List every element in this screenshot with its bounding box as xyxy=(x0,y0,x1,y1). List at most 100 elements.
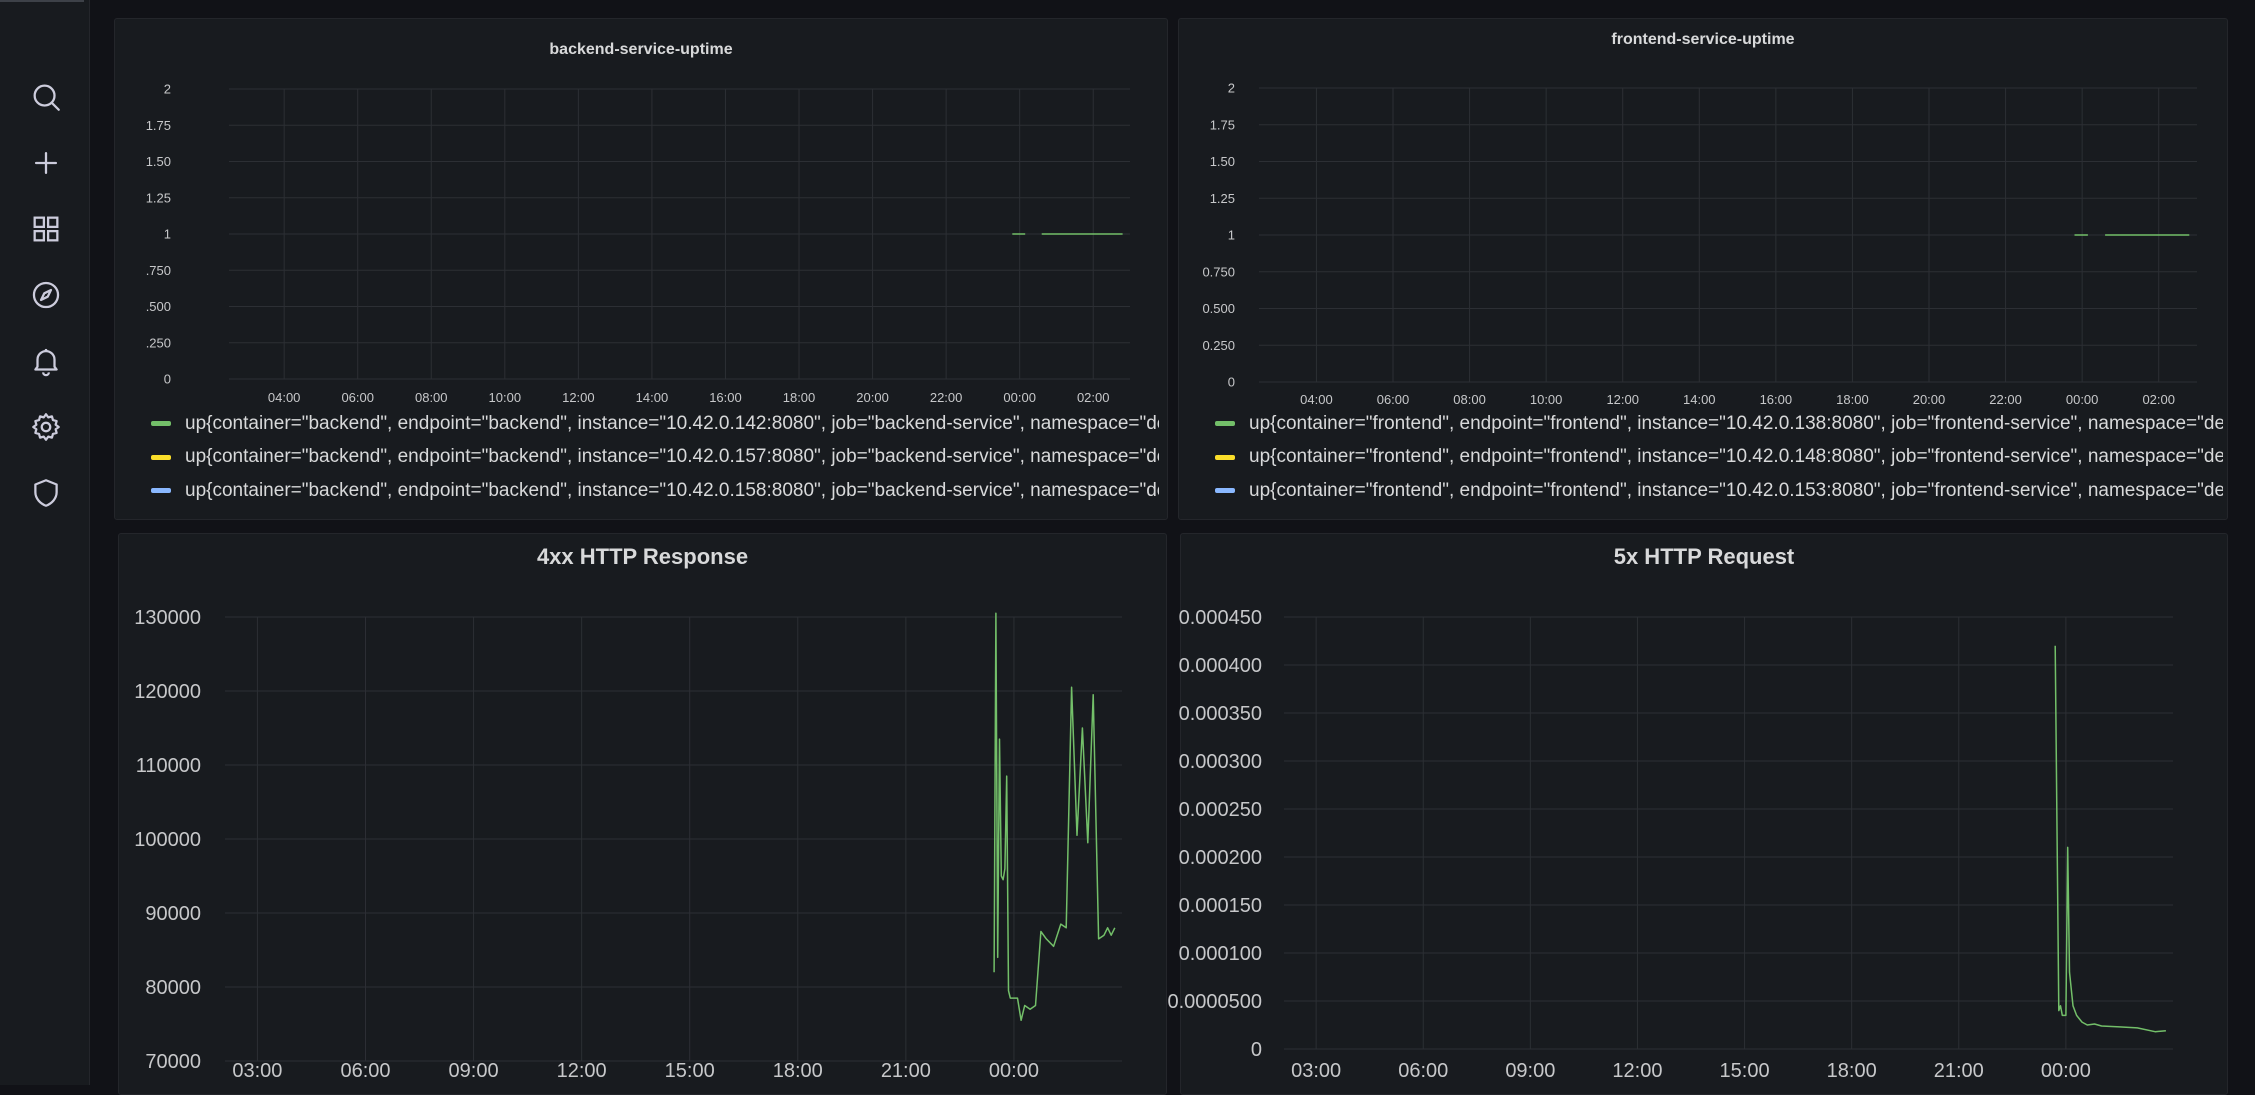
y-tick-label: 1.25 xyxy=(1210,191,1235,206)
legend-label: up{container="frontend", endpoint="front… xyxy=(1249,446,2223,468)
y-tick-label: .750 xyxy=(146,263,171,278)
legend-item[interactable]: up{container="frontend", endpoint="front… xyxy=(1215,441,2223,475)
x-tick-label: 16:00 xyxy=(1760,392,1793,407)
x-tick-label: 10:00 xyxy=(489,390,522,405)
y-tick-label: 0.250 xyxy=(1202,338,1235,353)
x-tick-label: 18:00 xyxy=(1836,392,1869,407)
y-tick-label: 0.000300 xyxy=(1179,751,1262,773)
y-tick-label: 120000 xyxy=(134,681,201,703)
y-tick-label: 0.000250 xyxy=(1179,799,1262,821)
x-tick-label: 02:00 xyxy=(1077,390,1110,405)
legend-swatch xyxy=(151,421,171,427)
x-tick-label: 06:00 xyxy=(340,1060,390,1082)
legend-swatch xyxy=(1215,421,1235,427)
alerting-bell-icon[interactable] xyxy=(26,341,66,381)
x-tick-label: 06:00 xyxy=(1377,392,1410,407)
y-tick-label: 2 xyxy=(1228,81,1235,96)
x-tick-label: 03:00 xyxy=(232,1060,282,1082)
y-tick-label: 80000 xyxy=(145,977,201,999)
http-5xx-chart: 0.000450 0.000400 0.000350 0.000300 0.000250… xyxy=(1167,607,2173,1082)
x-tick-label: 14:00 xyxy=(636,390,669,405)
x-tick-label: 09:00 xyxy=(1505,1060,1555,1082)
y-tick-label: 0.000200 xyxy=(1179,847,1262,869)
panel-title: 4xx HTTP Response xyxy=(536,544,749,569)
y-tick-label: 0.000450 xyxy=(1179,607,1262,629)
panel-title: frontend-service-uptime xyxy=(1611,31,1795,48)
x-tick-label: 22:00 xyxy=(1989,392,2022,407)
x-tick-label: 20:00 xyxy=(856,390,889,405)
y-tick-label: 1.50 xyxy=(146,154,171,169)
y-tick-label: 70000 xyxy=(145,1051,201,1073)
y-tick-label: 1.50 xyxy=(1210,154,1235,169)
series-line xyxy=(993,612,1116,1022)
gear-icon[interactable] xyxy=(26,407,66,447)
x-tick-label: 18:00 xyxy=(783,390,816,405)
legend-swatch xyxy=(151,454,171,460)
legend-item[interactable]: up{container="backend", endpoint="backen… xyxy=(151,441,1159,475)
x-tick-label: 00:00 xyxy=(1003,390,1036,405)
y-tick-label: 0.000400 xyxy=(1179,655,1262,677)
side-menu xyxy=(0,0,90,1085)
y-tick-label: 2 xyxy=(164,82,171,97)
legend-swatch xyxy=(1215,488,1235,494)
frontend-uptime-panel: frontend-service-uptime 2 1.75 1.50 1.25 1 0.… xyxy=(1178,18,2228,520)
y-tick-label: 90000 xyxy=(145,903,201,925)
x-tick-label: 02:00 xyxy=(2142,392,2175,407)
legend-label: up{container="backend", endpoint="backen… xyxy=(185,412,1159,434)
y-tick-label: 1.75 xyxy=(146,118,171,133)
x-tick-label: 15:00 xyxy=(1720,1060,1770,1082)
uptime-chart: 2 1.75 1.50 1.25 1 0.750 0.500 0.250 0 04:00 06:00… xyxy=(1202,81,2197,407)
http-4xx-panel: 4xx HTTP Response 130000 120000 110000 1000… xyxy=(118,533,1167,1095)
x-tick-label: 12:00 xyxy=(1612,1060,1662,1082)
chart-legend: up{container="backend", endpoint="backen… xyxy=(151,407,1159,508)
y-tick-label: 1 xyxy=(1228,228,1235,243)
x-tick-label: 10:00 xyxy=(1530,392,1563,407)
series-line xyxy=(2054,645,2166,1033)
explore-compass-icon[interactable] xyxy=(26,275,66,315)
shield-icon[interactable] xyxy=(26,473,66,513)
x-tick-label: 21:00 xyxy=(881,1060,931,1082)
legend-label: up{container="frontend", endpoint="front… xyxy=(1249,479,2223,501)
x-tick-label: 14:00 xyxy=(1683,392,1716,407)
chart-legend: up{container="frontend", endpoint="front… xyxy=(1215,407,2223,508)
y-tick-label: .500 xyxy=(146,299,171,314)
search-icon[interactable] xyxy=(26,77,66,117)
y-tick-label: 0.000100 xyxy=(1179,943,1262,965)
x-tick-label: 16:00 xyxy=(709,390,742,405)
y-tick-label: 0 xyxy=(1228,375,1235,390)
panel-title: 5x HTTP Request xyxy=(1613,544,1795,569)
legend-swatch xyxy=(151,488,171,494)
y-tick-label: 0.000150 xyxy=(1179,895,1262,917)
legend-item[interactable]: up{container="frontend", endpoint="front… xyxy=(1215,474,2223,508)
x-tick-label: 06:00 xyxy=(1398,1060,1448,1082)
y-tick-label: 0 xyxy=(1251,1039,1262,1061)
legend-item[interactable]: up{container="frontend", endpoint="front… xyxy=(1215,407,2223,441)
y-tick-label: 1.25 xyxy=(146,190,171,205)
uptime-chart: 2 1.75 1.50 1.25 1 .750 .500 .250 0 04:00 06:00 08:… xyxy=(146,82,1130,405)
x-tick-label: 08:00 xyxy=(415,390,448,405)
y-tick-label: 0.500 xyxy=(1202,301,1235,316)
legend-label: up{container="backend", endpoint="backen… xyxy=(185,479,1159,501)
x-tick-label: 22:00 xyxy=(930,390,963,405)
dashboards-icon[interactable] xyxy=(26,209,66,249)
legend-swatch xyxy=(1215,454,1235,460)
legend-label: up{container="frontend", endpoint="front… xyxy=(1249,412,2223,434)
y-tick-label: 0 xyxy=(164,372,171,387)
http-5xx-panel: 5x HTTP Request 0.000450 0.000400 0.000350… xyxy=(1167,533,2228,1095)
x-tick-label: 15:00 xyxy=(665,1060,715,1082)
y-tick-label: 100000 xyxy=(134,829,201,851)
y-tick-label: 1.75 xyxy=(1210,117,1235,132)
x-tick-label: 08:00 xyxy=(1453,392,1486,407)
y-tick-label: 110000 xyxy=(136,755,201,777)
x-tick-label: 04:00 xyxy=(1300,392,1333,407)
legend-item[interactable]: up{container="backend", endpoint="backen… xyxy=(151,407,1159,441)
backend-uptime-panel: backend-service-uptime 2 1.75 1.50 1.25 1 .75… xyxy=(114,18,1168,520)
x-tick-label: 21:00 xyxy=(1934,1060,1984,1082)
y-tick-label: 0.0000500 xyxy=(1167,991,1262,1013)
plus-icon[interactable] xyxy=(26,143,66,183)
x-tick-label: 06:00 xyxy=(341,390,374,405)
x-tick-label: 12:00 xyxy=(562,390,595,405)
legend-item[interactable]: up{container="backend", endpoint="backen… xyxy=(151,474,1159,508)
x-tick-label: 12:00 xyxy=(557,1060,607,1082)
sidebar-top-indicator xyxy=(0,0,89,4)
